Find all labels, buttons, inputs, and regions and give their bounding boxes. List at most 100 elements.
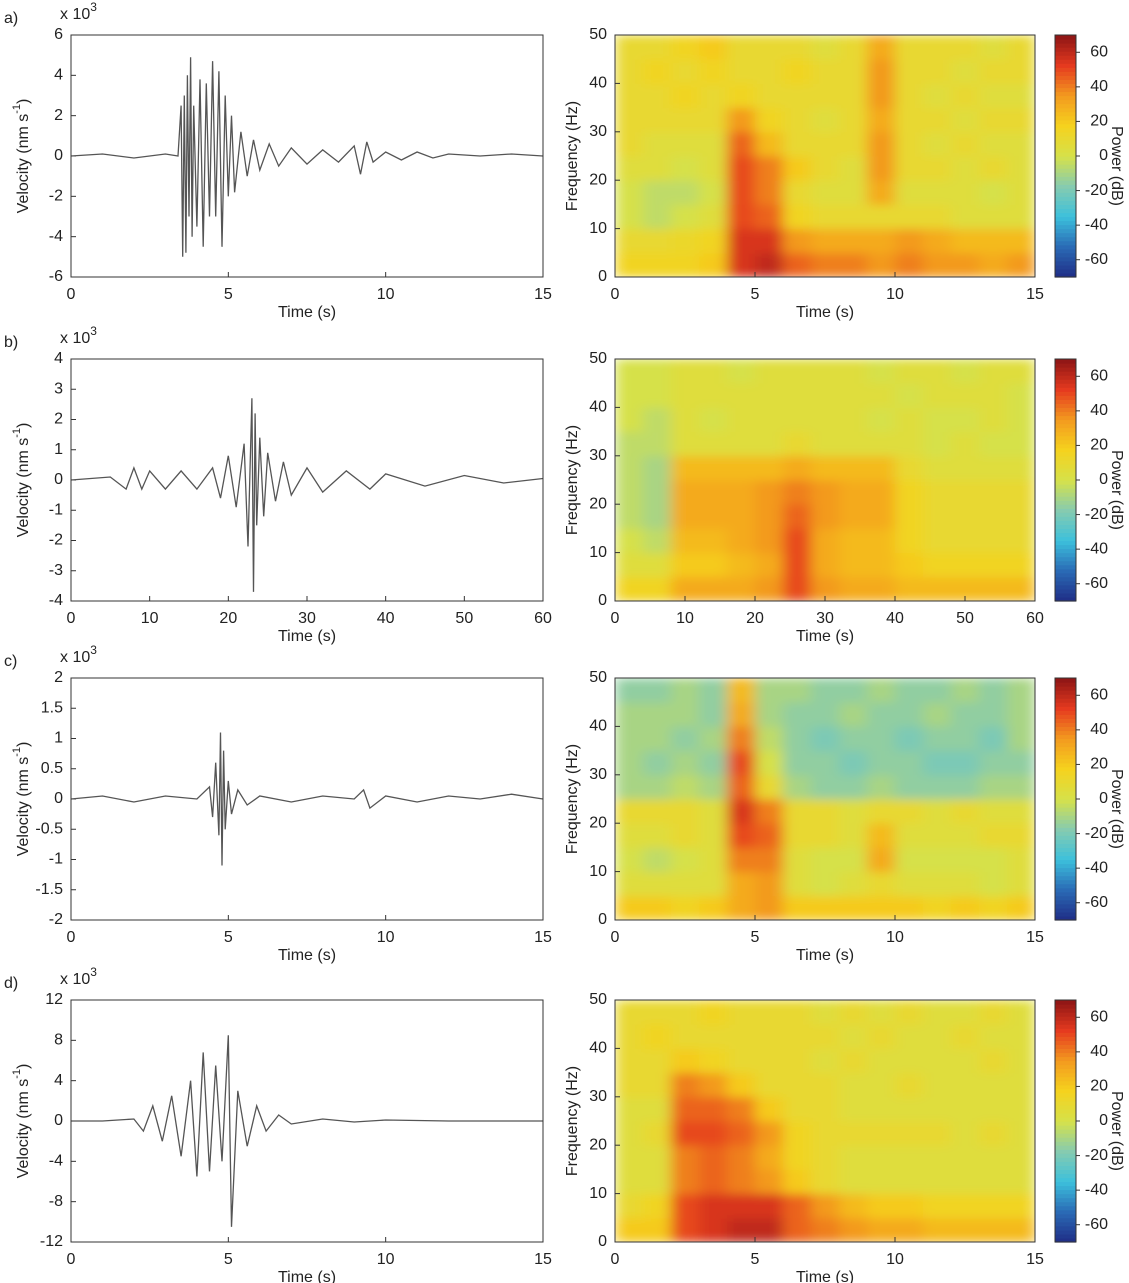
power-cell <box>951 1121 980 1146</box>
y-tick-label: 3 <box>54 380 63 397</box>
colorbar-step <box>1055 99 1076 105</box>
x-tick-label: 15 <box>1026 286 1044 303</box>
power-cell <box>811 504 840 529</box>
power-cell <box>867 480 896 505</box>
power-cell <box>951 35 980 60</box>
y-axis-label: Frequency (Hz) <box>564 425 581 535</box>
power-cell <box>671 823 700 848</box>
power-cell <box>671 504 700 529</box>
y-label-exponent: -1 <box>11 1069 23 1079</box>
power-cell <box>1007 871 1036 897</box>
power-cell <box>671 204 700 230</box>
power-cell <box>755 204 784 230</box>
colorbar-step <box>1055 200 1076 205</box>
power-cell <box>643 1048 672 1074</box>
x-tick-label: 60 <box>534 610 552 627</box>
colorbar-step <box>1055 726 1076 732</box>
power-cell <box>643 1024 672 1049</box>
power-cell <box>699 1048 728 1074</box>
colorbar-step <box>1055 1112 1076 1118</box>
colorbar-step <box>1055 815 1076 820</box>
colorbar-step <box>1055 220 1076 226</box>
colorbar-step <box>1055 272 1076 278</box>
colorbar-tick-label: -40 <box>1085 216 1108 233</box>
power-cell <box>951 1000 980 1025</box>
colorbar-step <box>1055 467 1076 473</box>
power-cell <box>671 407 700 433</box>
power-cell <box>755 1000 784 1025</box>
power-cell <box>1007 480 1036 505</box>
y-tick-label: 40 <box>589 718 607 735</box>
power-cell <box>923 871 952 897</box>
x-tick-label: 0 <box>67 1251 76 1268</box>
power-cell <box>811 1024 840 1049</box>
power-cell <box>699 156 728 181</box>
colorbar-step <box>1055 1088 1076 1094</box>
power-cell <box>699 35 728 60</box>
power-cell <box>867 1096 896 1122</box>
y-tick-label: 4 <box>54 350 63 367</box>
x-tick-label: 0 <box>611 1251 620 1268</box>
power-cell <box>951 431 980 457</box>
power-cell <box>615 1024 644 1049</box>
power-cell <box>699 1193 728 1219</box>
power-cell <box>1007 750 1036 776</box>
power-cell <box>867 1121 896 1146</box>
colorbar-step <box>1055 87 1076 93</box>
colorbar-step <box>1055 911 1076 917</box>
colorbar-step <box>1055 484 1076 489</box>
power-cell <box>867 1169 896 1195</box>
power-cell <box>783 774 812 800</box>
waveform <box>71 1035 543 1227</box>
power-cell <box>727 871 756 897</box>
colorbar-step <box>1055 379 1076 384</box>
power-cell <box>979 35 1008 60</box>
power-cell <box>923 750 952 776</box>
spectrogram <box>615 359 1036 602</box>
power-cell <box>895 576 924 602</box>
y-tick-label: -1.5 <box>35 881 63 898</box>
power-cell <box>671 83 700 109</box>
colorbar-step <box>1055 556 1076 562</box>
power-cell <box>643 431 672 457</box>
colorbar-step <box>1055 256 1076 262</box>
colorbar-step <box>1055 1104 1076 1110</box>
colorbar-tick-label: 40 <box>1090 402 1108 419</box>
colorbar-step <box>1055 160 1076 165</box>
power-cell <box>923 131 952 157</box>
power-cell <box>839 726 868 752</box>
power-cell <box>783 1048 812 1074</box>
power-cell <box>839 59 868 84</box>
y-tick-label: 30 <box>589 766 607 783</box>
colorbar-step <box>1055 455 1076 461</box>
power-cell <box>671 799 700 824</box>
power-cell <box>951 774 980 800</box>
power-cell <box>979 847 1008 873</box>
power-cell <box>1007 431 1036 457</box>
power-cell <box>615 847 644 873</box>
power-cell <box>699 1000 728 1025</box>
power-cell <box>699 83 728 109</box>
colorbar-tick-label: 0 <box>1099 1112 1108 1129</box>
colorbar-step <box>1055 131 1076 137</box>
colorbar-step <box>1055 1181 1076 1187</box>
power-cell <box>895 180 924 205</box>
colorbar-step <box>1055 718 1076 723</box>
y-label-text: Velocity (nm s <box>15 114 32 214</box>
power-cell <box>839 750 868 776</box>
power-cell <box>755 750 784 776</box>
power-cell <box>811 383 840 408</box>
power-cell <box>923 678 952 703</box>
y-axis-label: Velocity (nm s-1) <box>11 99 32 214</box>
power-cell <box>671 1024 700 1049</box>
power-cell <box>1007 228 1036 254</box>
colorbar-label: Power (dB) <box>1108 450 1125 530</box>
colorbar-step <box>1055 786 1076 792</box>
waveform <box>70 398 544 592</box>
power-cell <box>923 228 952 254</box>
power-cell <box>839 1217 868 1243</box>
colorbar-step <box>1055 399 1076 404</box>
power-cell <box>755 823 784 848</box>
power-cell <box>867 504 896 529</box>
colorbar-step <box>1055 1205 1076 1211</box>
